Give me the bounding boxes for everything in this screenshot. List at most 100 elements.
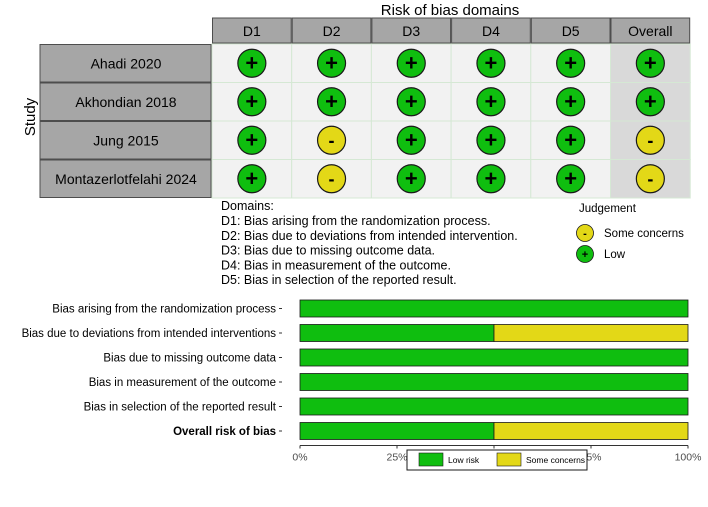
- bar-category-label: Bias in measurement of the outcome: [89, 377, 276, 389]
- traffic-light-header: D1 D2 D3 D4 D5 Overall: [212, 17, 691, 44]
- legend-swatch: [496, 452, 522, 467]
- low-risk-bar: [299, 373, 689, 391]
- judgement-symbol: +: [564, 89, 577, 114]
- low-risk-circle: [556, 48, 586, 78]
- bar-category-label: Bias due to missing outcome data: [103, 353, 276, 365]
- judgement-legend: - Some concerns + Low: [576, 224, 684, 263]
- bar-category-label: Bias due to deviations from intended int…: [22, 328, 277, 340]
- some-concerns-circle: [635, 125, 665, 155]
- low-risk-circle: [396, 87, 426, 117]
- study-label-cell: [39, 159, 212, 198]
- judgement-symbol: +: [325, 50, 338, 75]
- judgement-symbol: +: [644, 50, 657, 75]
- judgement-symbol: +: [485, 89, 498, 114]
- judgement-symbol: +: [485, 166, 498, 191]
- x-tick-label: 0%: [292, 452, 307, 464]
- low-risk-circle: [556, 164, 586, 194]
- low-risk-bar: [299, 299, 689, 318]
- judgement-symbol: +: [644, 89, 657, 114]
- domain-description: D1: Bias arising from the randomization …: [221, 214, 491, 228]
- judgement-symbol: -: [329, 169, 335, 189]
- some-concerns-bar: [493, 422, 689, 440]
- study-label-cell: [39, 121, 212, 160]
- judgement-symbol: +: [564, 127, 577, 152]
- low-risk-bar: [299, 324, 495, 342]
- column-header-cell: [371, 17, 452, 44]
- x-tick-label: 25%: [386, 452, 407, 464]
- study-label-cell: [39, 44, 212, 83]
- domain-descriptions: D1: Bias arising from the randomization …: [221, 214, 518, 287]
- low-risk-bar: [299, 422, 495, 440]
- low-risk-circle: [237, 48, 267, 78]
- legend-symbol: -: [583, 228, 587, 240]
- traffic-light-rows: Ahadi 2020 + + + + + + Akhondian 2018 + + + + + + Jung…: [39, 43, 691, 199]
- judgement-legend-label: Some concerns: [604, 228, 684, 240]
- low-risk-bar: [299, 397, 689, 416]
- column-header-cell: [451, 17, 531, 44]
- low-risk-circle: [635, 48, 665, 78]
- low-risk-circle: [476, 48, 506, 78]
- bar-category-label: Overall risk of bias: [173, 426, 276, 438]
- low-risk-circle: [396, 48, 426, 78]
- judgement-symbol: -: [329, 130, 335, 150]
- low-risk-circle: [316, 48, 347, 78]
- judgement-symbol: +: [485, 50, 498, 75]
- low-risk-circle: [635, 87, 665, 117]
- low-risk-bar: [299, 348, 689, 367]
- judgement-legend-label: Low: [604, 249, 626, 261]
- column-header-d3: D3: [402, 23, 420, 39]
- low-risk-circle: [237, 164, 267, 194]
- judgement-symbol: -: [647, 130, 653, 150]
- column-header-d4: D4: [482, 23, 500, 39]
- domains-heading: Domains:: [221, 199, 274, 213]
- column-header-cell: [212, 17, 292, 44]
- column-header-d5: D5: [562, 23, 580, 39]
- judgement-symbol: +: [245, 127, 258, 152]
- domain-description: D5: Bias in selection of the reported re…: [221, 273, 457, 287]
- some-concerns-circle: [316, 125, 347, 155]
- bar-category-label: Bias arising from the randomization proc…: [52, 304, 276, 316]
- some-concerns-bar: [493, 324, 689, 342]
- domain-description: D3: Bias due to missing outcome data.: [221, 244, 435, 258]
- legend-symbol: +: [582, 249, 588, 261]
- study-label: Ahadi 2020: [91, 55, 162, 71]
- bar-category-label: Bias in selection of the reported result: [84, 402, 277, 414]
- low-risk-circle: [476, 87, 506, 117]
- study-label-cell: [39, 82, 212, 121]
- bar-category-labels: Bias arising from the randomization proc…: [22, 304, 277, 439]
- judgement-symbol: +: [245, 89, 258, 114]
- some-concerns-circle: [635, 164, 665, 194]
- column-header-d1: D1: [243, 23, 261, 39]
- low-risk-circle: [316, 87, 347, 117]
- low-risk-circle: [396, 164, 426, 194]
- column-header-d2: D2: [323, 23, 341, 39]
- column-header-overall: Overall: [628, 23, 672, 39]
- judgement-symbol: +: [325, 89, 338, 114]
- bar-legend: Low risk Some concerns: [418, 452, 585, 467]
- judgement-symbol: -: [647, 169, 653, 189]
- judgement-legend-title: Judgement: [579, 203, 637, 215]
- bar-marks: [279, 299, 689, 440]
- column-header-cell: [291, 17, 372, 44]
- low-risk-circle: [556, 87, 586, 117]
- judgement-symbol: +: [405, 89, 418, 114]
- study-label: Jung 2015: [93, 132, 159, 148]
- low-risk-circle: [237, 87, 267, 117]
- bar-legend-label: Some concerns: [526, 455, 585, 465]
- some-concerns-circle: [576, 224, 594, 242]
- low-risk-circle: [556, 125, 586, 155]
- bar-legend-label: Low risk: [448, 455, 480, 465]
- domain-description: D2: Bias due to deviations from intended…: [221, 229, 518, 243]
- legend-swatch: [418, 452, 444, 467]
- judgement-symbol: +: [405, 166, 418, 191]
- domains-title: Risk of bias domains: [381, 2, 519, 19]
- low-risk-circle: [476, 164, 506, 194]
- judgement-symbol: +: [485, 127, 498, 152]
- x-tick-label: 100%: [675, 452, 702, 464]
- study-axis-label: Study: [22, 97, 39, 136]
- low-risk-circle: [237, 125, 267, 155]
- study-label: Montazerlotfelahi 2024: [55, 171, 197, 187]
- column-header-cell: [530, 17, 611, 44]
- study-label: Akhondian 2018: [75, 94, 176, 110]
